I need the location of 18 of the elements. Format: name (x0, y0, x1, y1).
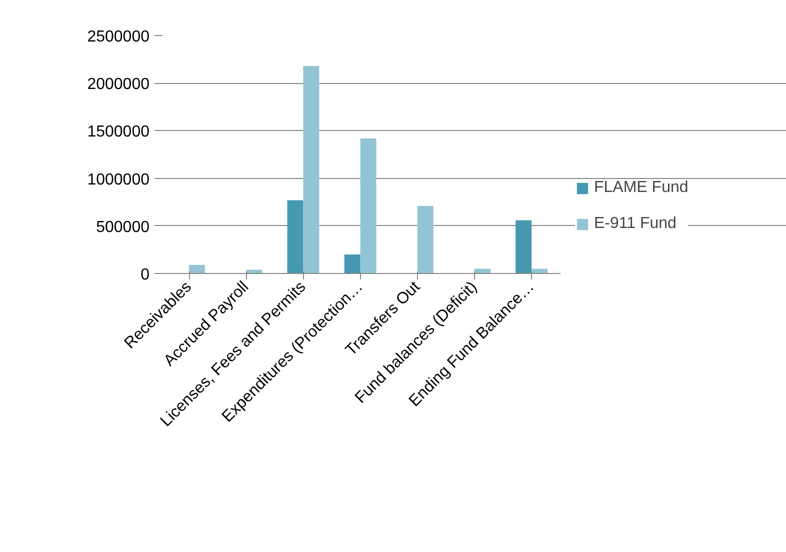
y-tick-label: 500000 (96, 218, 150, 236)
y-tick-label: 2000000 (87, 76, 150, 94)
bar (344, 254, 360, 274)
bar (287, 200, 304, 274)
bar (303, 66, 320, 274)
bar (532, 268, 548, 274)
bar (417, 206, 434, 274)
bar (360, 138, 376, 274)
bar (189, 264, 206, 274)
y-tick-label: 1500000 (87, 124, 150, 141)
y-tick-label: 2500000 (87, 28, 150, 46)
y-tick-label: 1000000 (87, 171, 150, 188)
bar (474, 268, 490, 274)
bar (516, 220, 532, 274)
legend-label: FLAME Fund (594, 179, 688, 197)
bar (246, 270, 262, 274)
legend-label: E-911 Fund (594, 215, 676, 233)
y-tick-label: 0 (140, 266, 150, 284)
